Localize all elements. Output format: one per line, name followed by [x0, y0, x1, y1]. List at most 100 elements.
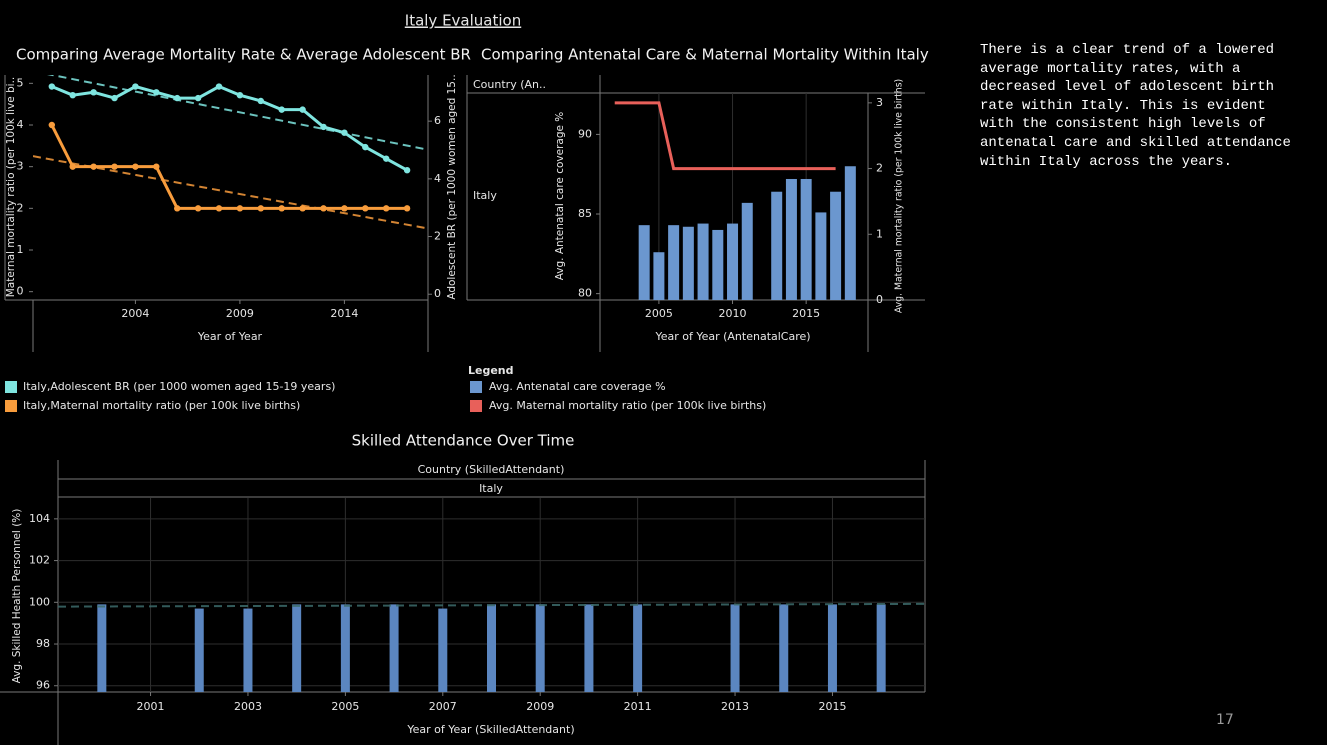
point — [299, 205, 306, 212]
point — [299, 106, 306, 113]
bar — [785, 178, 797, 300]
y-tick-label: 90 — [578, 127, 592, 140]
point — [341, 205, 348, 212]
x-tick-label: 2001 — [137, 700, 165, 713]
y-tick-label: 102 — [29, 554, 50, 567]
bar — [827, 604, 837, 692]
point — [174, 205, 181, 212]
row-label: Italy — [473, 189, 497, 202]
bar — [243, 608, 253, 692]
y-tick-label: 1 — [17, 243, 24, 256]
page-number: 17 — [1216, 712, 1234, 728]
legend-label: Avg. Maternal mortality ratio (per 100k … — [489, 399, 766, 412]
bar — [340, 604, 350, 692]
point — [69, 163, 76, 170]
y-axis-label: Maternal mortality ratio (per 100k live … — [5, 77, 17, 298]
y2-tick-label: 4 — [434, 172, 441, 185]
point — [236, 91, 244, 99]
commentary: There is a clear trend of a lowered aver… — [980, 42, 1291, 170]
point — [215, 205, 223, 212]
page-title: Italy Evaluation — [405, 12, 521, 30]
legend-label: Avg. Antenatal care coverage % — [489, 380, 666, 393]
legend-swatch — [470, 381, 482, 393]
x-tick-label: 2003 — [234, 700, 262, 713]
point — [48, 121, 56, 129]
point — [215, 83, 223, 90]
bar — [727, 223, 739, 300]
point — [278, 205, 285, 212]
row-label: Italy — [479, 482, 503, 495]
y-tick-label: 104 — [29, 512, 50, 525]
point — [362, 143, 369, 151]
point — [90, 89, 97, 96]
point — [257, 97, 265, 105]
y-tick-label: 5 — [17, 76, 24, 89]
x-tick-label: 2015 — [818, 700, 846, 713]
trend-line — [58, 602, 925, 608]
point — [278, 106, 285, 113]
legend-label: Italy,Maternal mortality ratio (per 100k… — [23, 399, 300, 412]
y-tick-label: 3 — [17, 160, 24, 173]
y-tick-label: 4 — [17, 118, 24, 131]
x-tick-label: 2011 — [624, 700, 652, 713]
bar — [741, 202, 753, 300]
bar — [682, 226, 694, 300]
bar — [779, 604, 789, 692]
column-header: Country (SkilledAttendant) — [418, 463, 565, 476]
point — [194, 205, 202, 212]
point — [383, 205, 390, 212]
point — [69, 91, 76, 99]
y2-tick-label: 3 — [876, 96, 883, 109]
y2-tick-label: 2 — [434, 230, 441, 243]
series-line — [614, 101, 836, 171]
y-tick-label: 2 — [17, 201, 24, 214]
legend-title: Legend — [468, 364, 514, 377]
y-tick-label: 80 — [578, 287, 592, 300]
y2-tick-label: 6 — [434, 114, 441, 127]
point — [132, 83, 139, 90]
bar — [800, 178, 812, 300]
point — [90, 163, 97, 170]
bar — [876, 604, 886, 692]
point — [341, 129, 348, 136]
bar — [815, 212, 827, 300]
chart-title: Skilled Attendance Over Time — [352, 432, 575, 450]
point — [383, 155, 390, 162]
legend-label: Italy,Adolescent BR (per 1000 women aged… — [23, 380, 335, 393]
x-tick-label: 2005 — [331, 700, 359, 713]
bar — [653, 252, 665, 300]
trend-line — [33, 155, 428, 230]
x-tick-label: 2013 — [721, 700, 749, 713]
y-tick-label: 85 — [578, 207, 592, 220]
trend-line — [47, 75, 428, 151]
bar — [535, 604, 545, 692]
point — [403, 205, 411, 212]
legend-swatch — [5, 381, 17, 393]
point — [362, 205, 369, 212]
y2-axis-label: Adolescent BR (per 1000 women aged 15.. — [446, 74, 458, 299]
column-header: Country (An.. — [473, 78, 546, 91]
point — [320, 123, 327, 131]
y2-tick-label: 0 — [876, 293, 883, 306]
bar — [771, 191, 783, 300]
bar — [97, 604, 107, 692]
point — [111, 163, 118, 170]
point — [403, 166, 411, 174]
y-tick-label: 0 — [17, 285, 24, 298]
point — [111, 94, 118, 102]
point — [153, 163, 160, 170]
bar — [292, 604, 302, 692]
x-tick-label: 2005 — [645, 307, 673, 320]
bar — [584, 604, 594, 692]
bar — [830, 191, 842, 300]
point — [320, 205, 327, 212]
x-tick-label: 2014 — [330, 307, 358, 320]
y-axis-label: Avg. Skilled Health Personnel (%) — [11, 509, 23, 684]
point — [132, 163, 139, 170]
chart-1-frame — [4, 75, 429, 352]
y2-axis-label: Avg. Maternal mortality ratio (per 100k … — [894, 79, 905, 313]
chart-2-frame — [466, 75, 925, 352]
bar — [844, 166, 856, 300]
x-tick-label: 2007 — [429, 700, 457, 713]
